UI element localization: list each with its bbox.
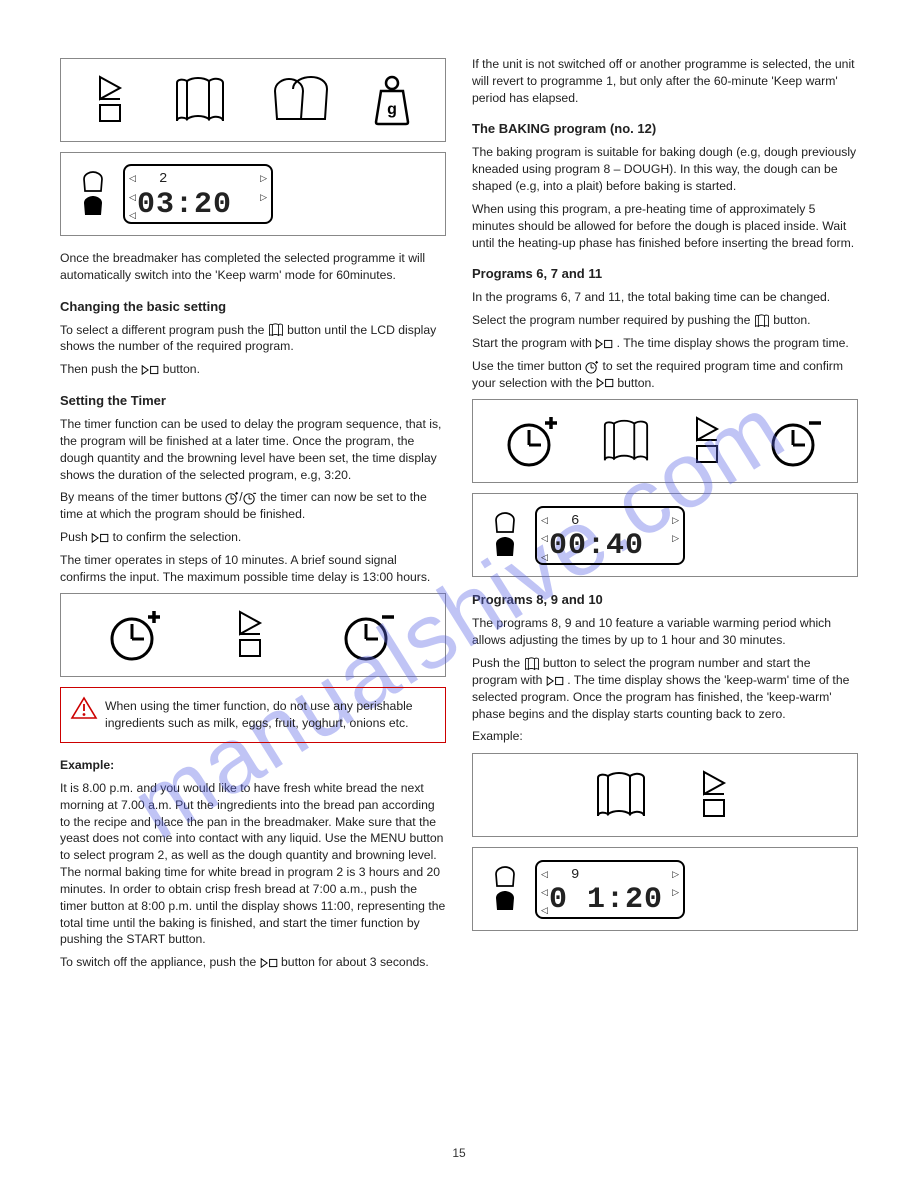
page-number: 15 bbox=[0, 1146, 918, 1160]
lcd-display: ◁◁◁ ▷▷ 6 00:40 bbox=[535, 506, 685, 565]
start-stop-inline-icon bbox=[91, 532, 109, 544]
paragraph: When using this program, a pre-heating t… bbox=[472, 201, 858, 251]
paragraph: Then push the button. bbox=[60, 361, 446, 378]
paragraph: By means of the timer buttons / the time… bbox=[60, 489, 446, 523]
start-stop-icon bbox=[234, 610, 272, 660]
clock-plus-icon bbox=[505, 415, 561, 467]
paragraph: Once the breadmaker has completed the se… bbox=[60, 250, 446, 284]
bread-fill-icon bbox=[81, 195, 105, 217]
example-label: Example: bbox=[60, 757, 446, 774]
example-label: Example: bbox=[472, 728, 858, 745]
lcd-time: 0 1:20 bbox=[549, 885, 671, 915]
display-panel-right-2: ◁◁◁ ▷▷ 9 0 1:20 bbox=[472, 847, 858, 931]
start-stop-inline-icon bbox=[546, 675, 564, 687]
heading: Setting the Timer bbox=[60, 392, 446, 410]
warning-text: When using the timer function, do not us… bbox=[105, 699, 413, 730]
lcd-time: 00:40 bbox=[549, 531, 671, 561]
paragraph: To select a different program push the b… bbox=[60, 322, 446, 356]
start-stop-inline-icon bbox=[260, 957, 278, 969]
paragraph: If the unit is not switched off or anoth… bbox=[472, 56, 858, 106]
paragraph: The baking program is suitable for bakin… bbox=[472, 144, 858, 194]
bread-fill-icon bbox=[493, 890, 517, 912]
warning-panel: When using the timer function, do not us… bbox=[60, 687, 446, 743]
bread-fill-icon bbox=[493, 536, 517, 558]
manual-icon bbox=[601, 418, 651, 464]
right-column: If the unit is not switched off or anoth… bbox=[472, 50, 858, 977]
heading: Programs 6, 7 and 11 bbox=[472, 265, 858, 283]
clock-plus-icon bbox=[225, 491, 239, 505]
lcd-program: 2 bbox=[137, 170, 259, 189]
start-stop-icon bbox=[698, 770, 736, 820]
paragraph: The timer operates in steps of 10 minute… bbox=[60, 552, 446, 586]
clock-minus-icon bbox=[769, 415, 825, 467]
paragraph: In the programs 6, 7 and 11, the total b… bbox=[472, 289, 858, 306]
icon-panel-left-1: g bbox=[60, 58, 446, 142]
start-stop-inline-icon bbox=[596, 377, 614, 389]
paragraph: Push to confirm the selection. bbox=[60, 529, 446, 546]
clock-plus-icon bbox=[108, 609, 164, 661]
icon-panel-left-2 bbox=[60, 593, 446, 677]
svg-text:g: g bbox=[387, 101, 397, 118]
bread-outline-icon bbox=[81, 171, 105, 193]
manual-icon bbox=[754, 314, 770, 328]
heading: The BAKING program (no. 12) bbox=[472, 120, 858, 138]
lcd-display: ◁◁◁ ▷▷ 2 03:20 bbox=[123, 164, 273, 223]
paragraph: Start the program with . The time displa… bbox=[472, 335, 858, 352]
paragraph: Push the button to select the program nu… bbox=[472, 655, 858, 722]
icon-panel-right-1 bbox=[472, 399, 858, 483]
display-panel-left-1: ◁◁◁ ▷▷ 2 03:20 bbox=[60, 152, 446, 236]
lcd-program: 9 bbox=[549, 866, 671, 885]
start-stop-inline-icon bbox=[141, 364, 159, 376]
left-column: g ◁◁◁ ▷▷ 2 03:20 Once the breadmaker has… bbox=[60, 50, 446, 977]
paragraph: To switch off the appliance, push the bu… bbox=[60, 954, 446, 971]
lcd-time: 03:20 bbox=[137, 190, 259, 220]
start-stop-icon bbox=[691, 416, 729, 466]
paragraph: The timer function can be used to delay … bbox=[60, 416, 446, 483]
lcd-display: ◁◁◁ ▷▷ 9 0 1:20 bbox=[535, 860, 685, 919]
start-stop-inline-icon bbox=[595, 338, 613, 350]
paragraph: Use the timer button to set the required… bbox=[472, 358, 858, 392]
manual-icon bbox=[594, 770, 648, 820]
display-panel-right-1: ◁◁◁ ▷▷ 6 00:40 bbox=[472, 493, 858, 577]
manual-icon bbox=[173, 75, 227, 125]
manual-icon bbox=[524, 657, 540, 671]
clock-plus-icon bbox=[585, 360, 599, 374]
manual-icon bbox=[268, 323, 284, 337]
icon-panel-right-2 bbox=[472, 753, 858, 837]
heading: Programs 8, 9 and 10 bbox=[472, 591, 858, 609]
paragraph: The programs 8, 9 and 10 feature a varia… bbox=[472, 615, 858, 649]
warning-icon bbox=[71, 696, 97, 720]
clock-minus-icon bbox=[243, 491, 257, 505]
clock-minus-icon bbox=[342, 609, 398, 661]
heading: Changing the basic setting bbox=[60, 298, 446, 316]
paragraph: It is 8.00 p.m. and you would like to ha… bbox=[60, 780, 446, 948]
start-stop-icon bbox=[94, 75, 132, 125]
weight-icon: g bbox=[372, 74, 412, 126]
paragraph: Select the program number required by pu… bbox=[472, 312, 858, 329]
bread-outline-icon bbox=[493, 512, 517, 534]
bread-slices-icon bbox=[269, 75, 331, 125]
bread-outline-icon bbox=[493, 866, 517, 888]
